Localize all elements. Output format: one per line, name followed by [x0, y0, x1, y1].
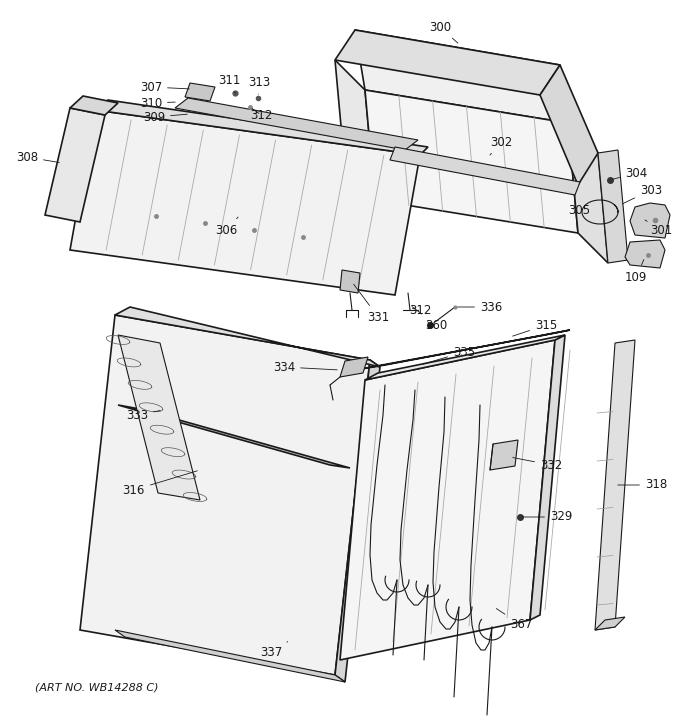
Text: 109: 109: [625, 260, 647, 283]
Polygon shape: [355, 30, 568, 123]
Polygon shape: [70, 96, 118, 115]
Text: 337: 337: [260, 642, 288, 660]
Text: 304: 304: [613, 167, 647, 180]
Polygon shape: [630, 203, 670, 238]
Text: (ART NO. WB14288 C): (ART NO. WB14288 C): [35, 683, 158, 693]
Polygon shape: [335, 30, 560, 95]
Text: 367: 367: [496, 608, 532, 631]
Polygon shape: [530, 335, 565, 620]
Text: 312: 312: [409, 304, 431, 323]
Text: 310: 310: [140, 96, 175, 109]
Polygon shape: [175, 98, 418, 150]
Polygon shape: [118, 335, 200, 500]
Polygon shape: [340, 340, 555, 660]
Text: 300: 300: [429, 20, 458, 44]
Text: 332: 332: [513, 457, 562, 471]
Polygon shape: [340, 357, 368, 377]
Polygon shape: [335, 60, 375, 200]
Polygon shape: [595, 340, 635, 630]
Polygon shape: [540, 65, 598, 185]
Text: 303: 303: [622, 183, 662, 204]
Text: 307: 307: [140, 80, 189, 94]
Polygon shape: [340, 270, 360, 293]
Text: 331: 331: [354, 284, 389, 323]
Polygon shape: [80, 315, 370, 675]
Polygon shape: [185, 83, 215, 101]
Polygon shape: [355, 330, 570, 370]
Polygon shape: [595, 617, 625, 630]
Text: 316: 316: [122, 471, 197, 497]
Text: 329: 329: [523, 510, 573, 523]
Polygon shape: [118, 405, 350, 468]
Text: 334: 334: [273, 360, 337, 373]
Polygon shape: [335, 360, 380, 682]
Text: 302: 302: [490, 136, 512, 155]
Polygon shape: [390, 147, 580, 195]
Text: 318: 318: [617, 478, 667, 492]
Polygon shape: [598, 150, 628, 263]
Text: 301: 301: [645, 220, 673, 236]
Text: 306: 306: [215, 217, 238, 236]
Polygon shape: [95, 100, 428, 155]
Text: 312: 312: [250, 109, 273, 122]
Polygon shape: [45, 108, 105, 222]
Polygon shape: [70, 110, 420, 295]
Text: 335: 335: [423, 346, 475, 364]
Polygon shape: [115, 630, 345, 682]
Text: 313: 313: [248, 75, 270, 94]
Text: 333: 333: [126, 408, 160, 421]
Polygon shape: [365, 90, 578, 233]
Text: 308: 308: [16, 151, 59, 164]
Text: 309: 309: [143, 110, 187, 123]
Polygon shape: [490, 440, 518, 470]
Text: 315: 315: [513, 318, 557, 336]
Text: 360: 360: [412, 307, 447, 331]
Text: 305: 305: [568, 204, 590, 217]
Text: 311: 311: [218, 73, 240, 93]
Polygon shape: [625, 240, 665, 268]
Polygon shape: [365, 335, 565, 380]
Text: 336: 336: [458, 300, 503, 313]
Polygon shape: [568, 123, 608, 263]
Polygon shape: [115, 307, 380, 367]
